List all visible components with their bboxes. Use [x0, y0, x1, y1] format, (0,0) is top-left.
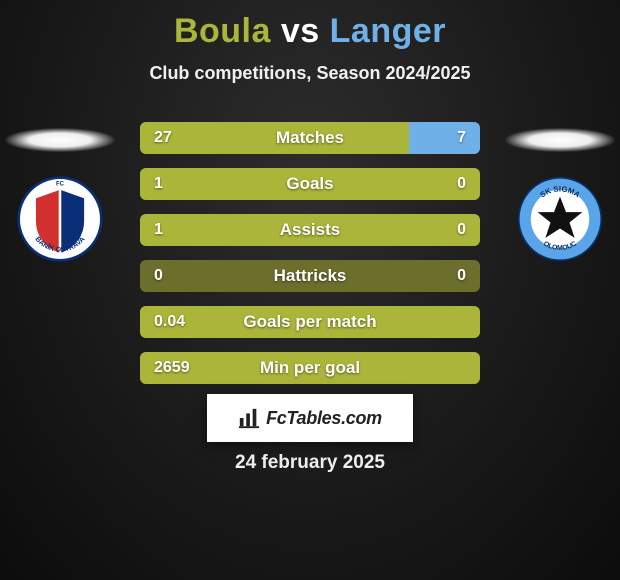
stat-left-value: 1: [140, 175, 200, 193]
page-title: Boula vs Langer: [0, 0, 620, 51]
subtitle: Club competitions, Season 2024/2025: [0, 63, 620, 84]
sk-sigma-olomouc-crest-icon: SK SIGMA OLOMOUC: [517, 176, 603, 262]
bar-chart-icon: [238, 407, 260, 429]
stat-row: 1Assists0: [140, 214, 480, 246]
title-left-player: Boula: [174, 12, 271, 50]
stat-row: 1Goals0: [140, 168, 480, 200]
left-club-column: FC BANÍK OSTRAVA: [0, 128, 120, 298]
spotlight-ellipse-icon: [505, 128, 615, 152]
stat-right-value: 0: [420, 175, 480, 193]
right-club-column: SK SIGMA OLOMOUC: [500, 128, 620, 298]
title-vs: vs: [281, 12, 320, 50]
svg-text:FC: FC: [56, 181, 65, 187]
stat-row: 0Hattricks0: [140, 260, 480, 292]
stats-table: 27Matches71Goals01Assists00Hattricks00.0…: [140, 122, 480, 384]
stat-label: Assists: [200, 220, 420, 240]
banik-ostrava-crest-icon: FC BANÍK OSTRAVA: [17, 176, 103, 262]
branding-text: FcTables.com: [266, 408, 382, 429]
stat-row: 0.04Goals per match: [140, 306, 480, 338]
stat-right-value: 0: [420, 221, 480, 239]
stat-left-value: 1: [140, 221, 200, 239]
stat-label: Matches: [200, 128, 420, 148]
stat-left-value: 0.04: [140, 313, 200, 331]
stat-row: 2659Min per goal: [140, 352, 480, 384]
stat-row: 27Matches7: [140, 122, 480, 154]
stat-left-value: 0: [140, 267, 200, 285]
date-text: 24 february 2025: [0, 452, 620, 474]
stat-right-value: 0: [420, 267, 480, 285]
infographic-root: Boula vs Langer Club competitions, Seaso…: [0, 0, 620, 580]
stat-label: Hattricks: [200, 266, 420, 286]
stat-label: Min per goal: [200, 358, 420, 378]
stat-left-value: 2659: [140, 359, 200, 377]
title-right-player: Langer: [330, 12, 446, 50]
stat-label: Goals per match: [200, 312, 420, 332]
stat-label: Goals: [200, 174, 420, 194]
fctables-branding: FcTables.com: [207, 394, 413, 442]
stat-right-value: 7: [420, 129, 480, 147]
stat-left-value: 27: [140, 129, 200, 147]
spotlight-ellipse-icon: [5, 128, 115, 152]
